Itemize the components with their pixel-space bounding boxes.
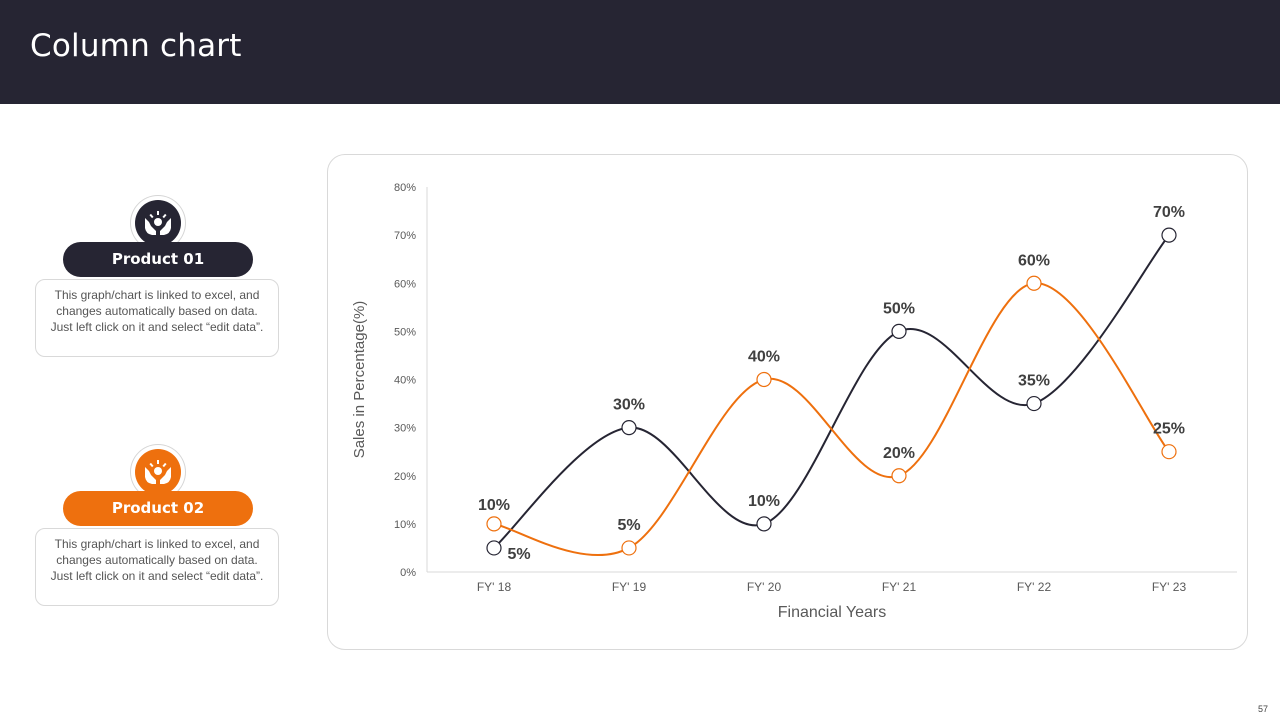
data-label: 35%	[1018, 373, 1050, 390]
y-axis-title: Sales in Percentage(%)	[351, 301, 368, 459]
x-tick-label: FY' 22	[1017, 580, 1052, 594]
data-point	[486, 516, 502, 532]
data-point	[486, 540, 502, 556]
y-tick-label: 30%	[394, 423, 416, 435]
data-point	[756, 516, 772, 532]
data-point	[1161, 227, 1177, 243]
y-tick-label: 40%	[394, 375, 416, 387]
x-tick-label: FY' 19	[612, 580, 647, 594]
x-tick-label: FY' 20	[747, 580, 782, 594]
data-point	[891, 323, 907, 339]
hands-icon	[135, 449, 181, 495]
product-02-label: Product 02	[63, 491, 253, 526]
data-point	[756, 371, 772, 388]
y-tick-label: 10%	[394, 519, 416, 531]
product-02-badge	[131, 445, 185, 499]
x-tick-label: FY' 18	[477, 580, 512, 594]
data-point	[621, 540, 637, 556]
data-label: 60%	[1018, 252, 1050, 269]
data-label: 70%	[1153, 204, 1185, 221]
series-line	[493, 282, 1170, 557]
data-label: 30%	[613, 397, 645, 414]
hands-icon	[135, 200, 181, 246]
y-tick-label: 70%	[394, 230, 416, 242]
series-line	[493, 234, 1170, 549]
product-01-description: This graph/chart is linked to excel, and…	[35, 279, 279, 357]
x-axis-title: Financial Years	[778, 604, 887, 621]
data-label: 50%	[883, 300, 915, 317]
title-bar: Column chart	[0, 0, 1280, 104]
page-number: 57	[1257, 704, 1268, 714]
data-label: 20%	[883, 445, 915, 462]
data-point	[1026, 395, 1042, 412]
data-label: 25%	[1153, 421, 1185, 438]
data-point	[1161, 444, 1177, 460]
x-tick-label: FY' 21	[882, 580, 917, 594]
y-tick-label: 60%	[394, 278, 416, 290]
y-tick-label: 0%	[400, 567, 416, 579]
y-tick-label: 20%	[394, 471, 416, 483]
line-chart: 0% 10% 20% 30% 40% 50% 60% 70% 80% FY' 18 FY' 19 FY…	[351, 182, 1237, 621]
data-label: 40%	[748, 349, 780, 366]
data-label: 10%	[478, 497, 510, 514]
product-02-description: This graph/chart is linked to excel, and…	[35, 528, 279, 606]
product-01-badge	[131, 196, 185, 250]
data-point	[891, 468, 907, 484]
data-label: 5%	[507, 546, 530, 563]
page-title: Column chart	[30, 28, 242, 64]
data-label: 5%	[617, 517, 640, 534]
product-01-label: Product 01	[63, 242, 253, 277]
data-label: 10%	[748, 493, 780, 510]
x-tick-label: FY' 23	[1152, 580, 1187, 594]
data-point	[621, 420, 637, 436]
chart-card: 0% 10% 20% 30% 40% 50% 60% 70% 80% FY' 18 FY' 19 FY…	[327, 154, 1248, 650]
y-tick-label: 50%	[394, 326, 416, 338]
y-tick-label: 80%	[394, 182, 416, 194]
data-point	[1026, 275, 1042, 291]
